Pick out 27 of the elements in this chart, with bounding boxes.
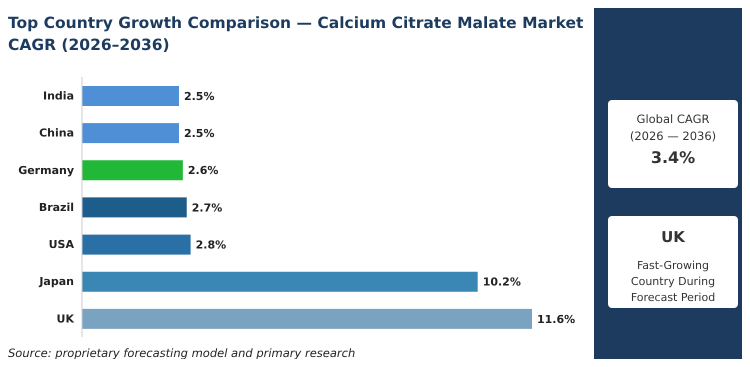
y-tick-label: Brazil [38, 200, 74, 214]
text: (2026 — 2036) [628, 129, 718, 143]
y-tick-label: Germany [18, 164, 74, 177]
bar [82, 86, 179, 106]
bar [82, 272, 478, 292]
text: UK [660, 228, 686, 246]
bar [82, 234, 191, 255]
data-label: 10.2% [482, 276, 521, 289]
y-tick-label: China [39, 126, 74, 140]
data-label: 2.6% [188, 164, 218, 178]
data-label: 2.5% [184, 127, 214, 140]
data-label: 11.6% [537, 312, 576, 326]
data-label: 2.5% [184, 90, 214, 103]
bar [82, 197, 187, 218]
text: Global CAGR [636, 112, 710, 126]
data-label: 2.8% [196, 238, 226, 252]
data-label: 2.7% [192, 201, 222, 214]
bar [82, 160, 183, 180]
y-tick-label: USA [48, 238, 74, 252]
text: Fast-Growing Country During Forecast Period [630, 258, 716, 306]
y-tick-label: India [43, 89, 74, 102]
bar [82, 123, 179, 144]
y-tick-label: Japan [38, 275, 74, 288]
y-tick-label: UK [56, 312, 74, 326]
text: 3.4% [650, 148, 696, 167]
chart-title: Top Country Growth Comparison — Calcium Citrate Malate Market CAGR (2026–2036) [8, 13, 584, 56]
bar [82, 308, 532, 329]
